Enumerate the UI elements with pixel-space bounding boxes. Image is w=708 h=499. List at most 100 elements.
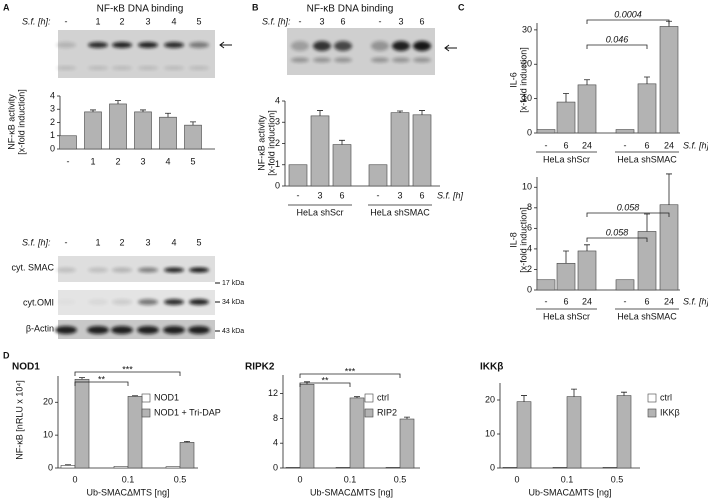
error-bar — [165, 112, 171, 118]
error-bar — [419, 110, 425, 115]
bar — [84, 111, 102, 150]
bar — [615, 129, 635, 134]
legend-label: NOD1 — [154, 392, 179, 402]
bar — [109, 103, 127, 150]
band — [313, 41, 331, 51]
x-tick-label: 0.1 — [122, 474, 135, 484]
lane-label: - — [65, 16, 68, 26]
y-tick-label: 12 — [268, 388, 278, 398]
band — [334, 57, 352, 63]
y-tick-label: 6 — [527, 223, 532, 233]
band — [164, 42, 184, 48]
bar — [390, 112, 410, 187]
x-axis-label: Ub-SMACΔMTS [ng] — [310, 487, 393, 497]
legend-label: RIP2 — [377, 407, 397, 417]
y-axis-label: NF-κB activity — [6, 94, 16, 150]
lane-label: 5 — [196, 237, 201, 247]
lane-label: 3 — [398, 16, 403, 26]
error-bar — [666, 173, 672, 205]
y-axis-label: [x-fold induction] — [266, 110, 276, 176]
x-tick-label: 0.5 — [394, 474, 407, 484]
error-bar — [115, 100, 121, 104]
bar — [332, 144, 352, 187]
axis-label: S.f. [h] — [683, 296, 708, 306]
band — [138, 267, 158, 273]
bar — [159, 116, 177, 150]
bracket-label: 0.046 — [606, 34, 629, 44]
y-axis-label: NF-κB activity — [256, 115, 266, 171]
lane-label: - — [379, 16, 382, 26]
panel-label: A — [3, 2, 10, 12]
error-bar — [190, 121, 196, 126]
bracket-label: ** — [98, 374, 106, 384]
band — [188, 326, 210, 334]
lane-label: - — [299, 16, 302, 26]
bar — [349, 397, 365, 469]
x-tick-label: 6 — [644, 296, 649, 306]
y-tick-label: 4 — [50, 90, 55, 100]
band — [112, 267, 132, 273]
bar — [502, 467, 518, 469]
y-axis-label: [x-fold induction] — [518, 207, 528, 273]
y-tick-label: 0 — [527, 127, 532, 137]
y-axis-label: IL-8 — [508, 232, 518, 248]
bracket — [299, 382, 351, 387]
band — [56, 299, 76, 305]
band — [88, 42, 108, 48]
x-tick-label: 6 — [563, 296, 568, 306]
y-tick-label: 4 — [527, 243, 532, 253]
error-bar — [339, 139, 345, 145]
band — [88, 299, 108, 305]
y-tick-label: 10 — [43, 430, 53, 440]
x-tick-label: 2 — [115, 156, 120, 166]
lane-label: 6 — [340, 16, 345, 26]
bar — [637, 83, 657, 134]
bar — [556, 101, 576, 134]
y-tick-label: 2 — [527, 264, 532, 274]
bar — [399, 418, 415, 469]
lane-label: 4 — [171, 16, 176, 26]
legend-swatch — [364, 393, 374, 403]
blot-image — [58, 320, 215, 339]
y-tick-label: 0 — [50, 143, 55, 153]
band — [56, 66, 76, 70]
bracket-label: 0.0004 — [614, 9, 642, 19]
panel-label: C — [458, 2, 465, 12]
band — [371, 41, 389, 51]
bar — [577, 250, 597, 291]
band — [189, 42, 209, 48]
x-tick-label: - — [545, 296, 548, 306]
y-tick-label: 20 — [485, 394, 495, 404]
band — [371, 57, 389, 63]
band — [392, 41, 410, 51]
marker-label: 34 kDa — [222, 299, 244, 306]
error-bar — [644, 76, 650, 84]
bar — [577, 84, 597, 134]
bar — [412, 114, 432, 187]
error-bar — [571, 388, 577, 397]
y-tick-label: 20 — [43, 397, 53, 407]
blot-row-label: cyt. SMAC — [11, 262, 54, 272]
y-tick-label: 1 — [50, 130, 55, 140]
lane-label: 3 — [319, 16, 324, 26]
error-bar — [644, 213, 650, 232]
x-tick-label: - — [377, 190, 380, 200]
legend-label: IKKβ — [660, 407, 680, 417]
bar — [113, 466, 129, 469]
error-bar — [621, 391, 627, 396]
bar — [74, 378, 90, 469]
bar — [179, 442, 195, 469]
error-bar — [65, 464, 71, 466]
error-bar — [584, 244, 590, 251]
bracket-label: *** — [345, 366, 356, 376]
error-bar — [404, 416, 410, 420]
band — [88, 66, 108, 70]
bracket-label: 0.058 — [617, 202, 640, 212]
lane-label: 2 — [119, 237, 124, 247]
error-bar — [354, 396, 360, 398]
band — [164, 66, 184, 70]
chart-title: RIPK2 — [245, 362, 275, 373]
y-tick-label: 4 — [275, 95, 280, 105]
bar — [566, 396, 582, 469]
